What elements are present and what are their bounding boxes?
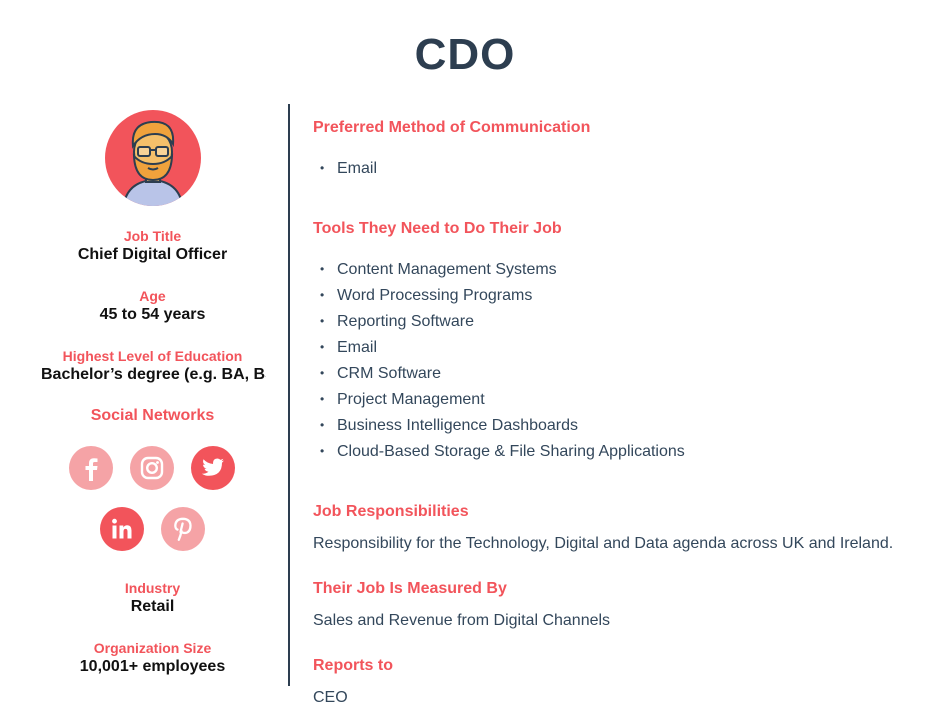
measured-heading: Their Job Is Measured By	[313, 580, 507, 597]
tools-list: Content Management Systems Word Processi…	[320, 256, 685, 464]
education-block: Highest Level of Education Bachelor’s de…	[0, 347, 305, 385]
reports-heading: Reports to	[313, 657, 393, 674]
communication-heading: Preferred Method of Communication	[313, 119, 591, 136]
job-title-label: Job Title	[123, 228, 182, 244]
industry-value: Retail	[130, 598, 175, 615]
measured-text: Sales and Revenue from Digital Channels	[313, 612, 611, 629]
age-value: 45 to 54 years	[99, 306, 206, 323]
list-item: CRM Software	[320, 360, 685, 386]
responsibilities-text: Responsibility for the Technology, Digit…	[313, 535, 894, 552]
list-item: Email	[320, 155, 377, 181]
list-item: Business Intelligence Dashboards	[320, 412, 685, 438]
twitter-icon[interactable]	[191, 446, 235, 490]
org-size-label: Organization Size	[93, 640, 212, 656]
list-item: Reporting Software	[320, 308, 685, 334]
list-item: Email	[320, 334, 685, 360]
industry-label: Industry	[124, 580, 181, 596]
list-item: Project Management	[320, 386, 685, 412]
age-block: Age 45 to 54 years	[0, 287, 305, 325]
age-label: Age	[139, 288, 166, 304]
instagram-icon[interactable]	[130, 446, 174, 490]
list-item: Word Processing Programs	[320, 282, 685, 308]
facebook-icon[interactable]	[69, 446, 113, 490]
job-title-block: Job Title Chief Digital Officer	[0, 227, 305, 265]
list-item: Content Management Systems	[320, 256, 685, 282]
list-item: Cloud-Based Storage & File Sharing Appli…	[320, 438, 685, 464]
industry-block: Industry Retail	[0, 579, 305, 617]
reports-text: CEO	[313, 689, 348, 706]
org-size-value: 10,001+ employees	[79, 658, 226, 675]
communication-list: Email	[320, 155, 377, 181]
avatar-illustration	[105, 110, 201, 206]
education-label: Highest Level of Education	[62, 348, 243, 364]
social-networks-label: Social Networks	[90, 407, 215, 424]
tools-heading: Tools They Need to Do Their Job	[313, 220, 562, 237]
pinterest-icon[interactable]	[161, 507, 205, 551]
linkedin-icon[interactable]	[100, 507, 144, 551]
page-title: CDO	[414, 30, 516, 79]
responsibilities-heading: Job Responsibilities	[313, 503, 469, 520]
job-title-value: Chief Digital Officer	[77, 246, 228, 263]
divider	[288, 104, 290, 686]
org-size-block: Organization Size 10,001+ employees	[0, 639, 305, 677]
education-value: Bachelor’s degree (e.g. BA, BS)	[41, 366, 266, 383]
avatar	[105, 110, 201, 206]
